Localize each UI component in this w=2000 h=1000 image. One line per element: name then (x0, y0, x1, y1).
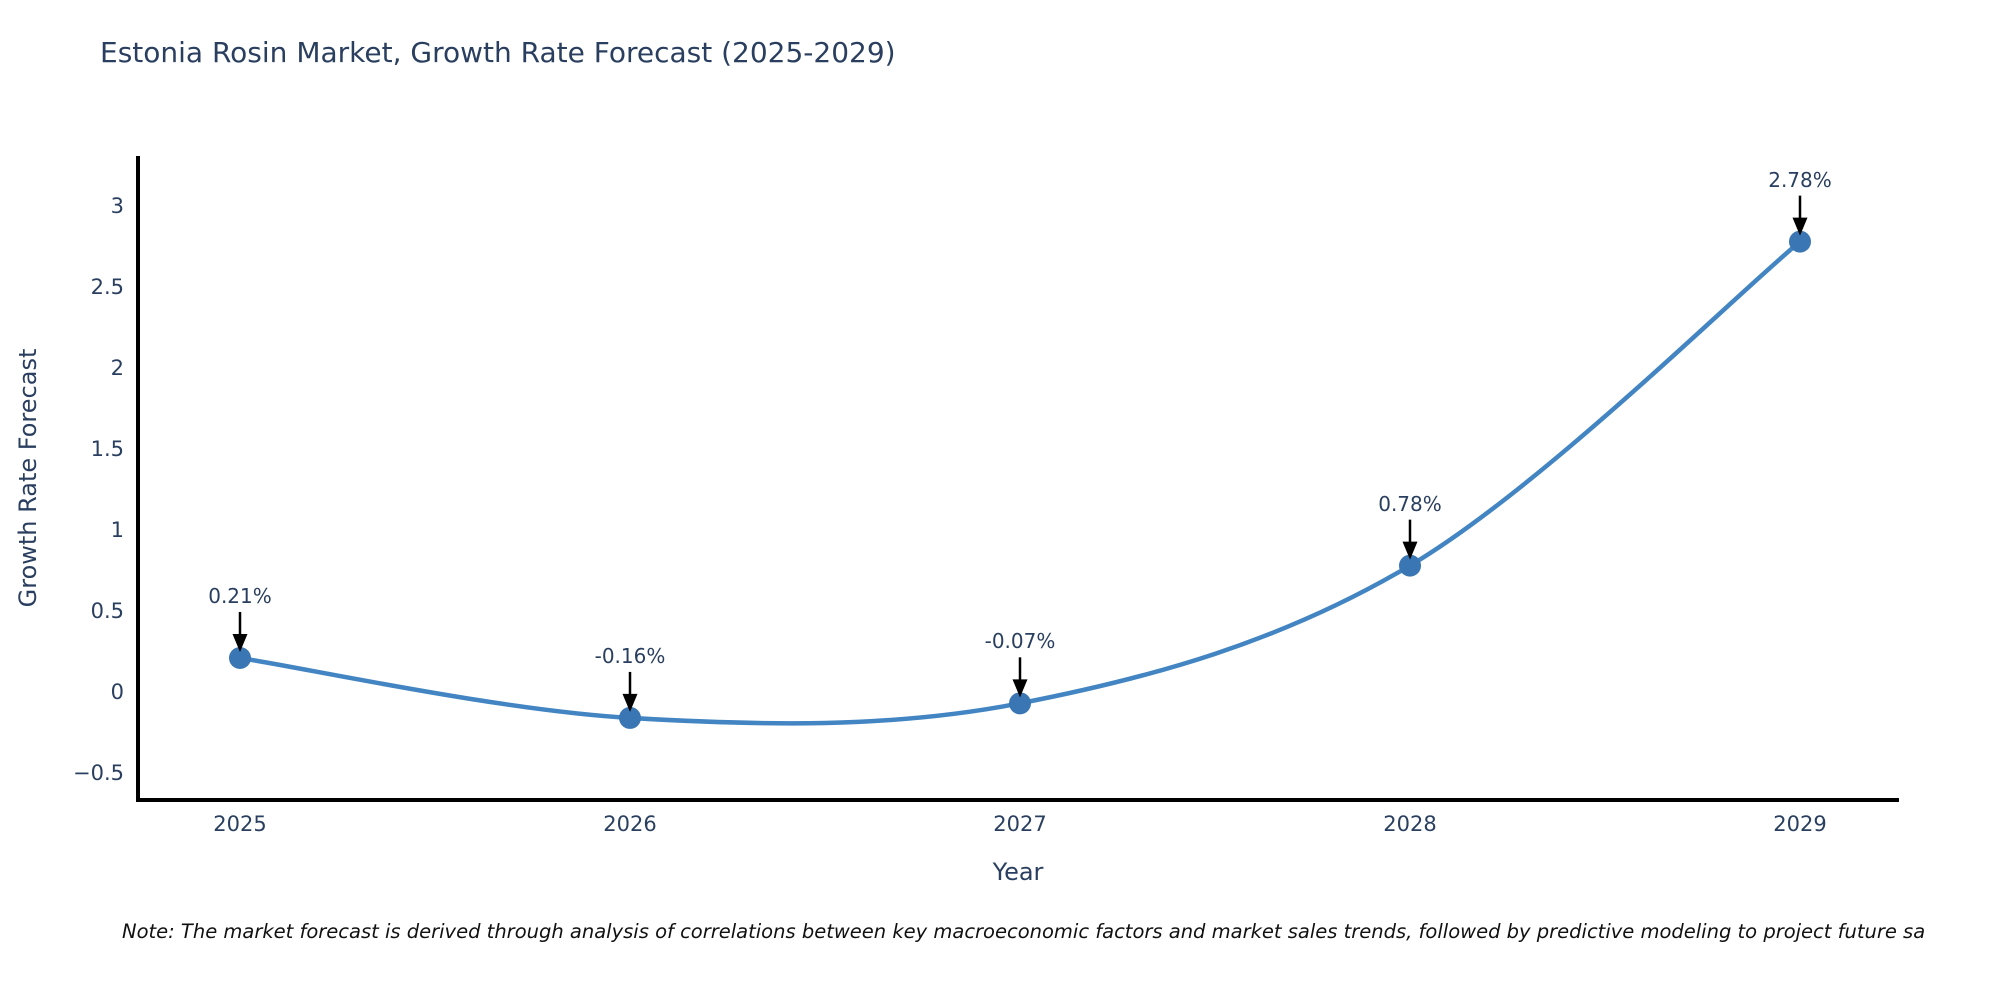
x-tick-label: 2028 (1383, 812, 1437, 836)
data-point (229, 646, 251, 669)
point-value-label: 0.78% (1378, 491, 1442, 516)
footnote: Note: The market forecast is derived thr… (122, 920, 1926, 943)
line-series (237, 239, 1803, 726)
annotation-arrows (232, 195, 1808, 712)
y-tick-label: 0.5 (90, 599, 124, 623)
y-tick-label: −0.5 (73, 761, 124, 785)
data-points (229, 230, 1811, 729)
x-tick-label: 2029 (1773, 812, 1827, 836)
series-line (237, 239, 1803, 726)
annotation-arrowhead-icon (232, 633, 248, 652)
annotation-arrowhead-icon (1792, 217, 1808, 236)
annotation-arrowhead-icon (1402, 541, 1418, 560)
y-tick-label: 2.5 (90, 275, 124, 299)
point-value-label: -0.07% (984, 629, 1056, 654)
y-tick-label: 2 (110, 356, 124, 380)
annotation-arrowhead-icon (622, 693, 638, 712)
data-point (1399, 554, 1421, 577)
annotation-arrowhead-icon (1012, 679, 1028, 698)
y-axis-title: Growth Rate Forecast (14, 348, 42, 608)
y-tick-label: 1.5 (90, 437, 124, 461)
data-point (1009, 692, 1031, 715)
chart-title: Estonia Rosin Market, Growth Rate Foreca… (100, 36, 896, 69)
y-tick-label: 3 (110, 194, 124, 218)
x-tick-label: 2025 (213, 812, 267, 836)
point-value-label: 2.78% (1768, 167, 1832, 192)
y-tick-label: 0 (110, 680, 124, 704)
x-axis-title: Year (992, 858, 1044, 886)
point-value-label: -0.16% (594, 643, 666, 668)
data-point (619, 706, 641, 729)
y-tick-label: 1 (110, 518, 124, 542)
x-tick-label: 2027 (993, 812, 1047, 836)
data-point (1789, 230, 1811, 253)
x-tick-label: 2026 (603, 812, 657, 836)
point-value-label: 0.21% (208, 583, 272, 608)
